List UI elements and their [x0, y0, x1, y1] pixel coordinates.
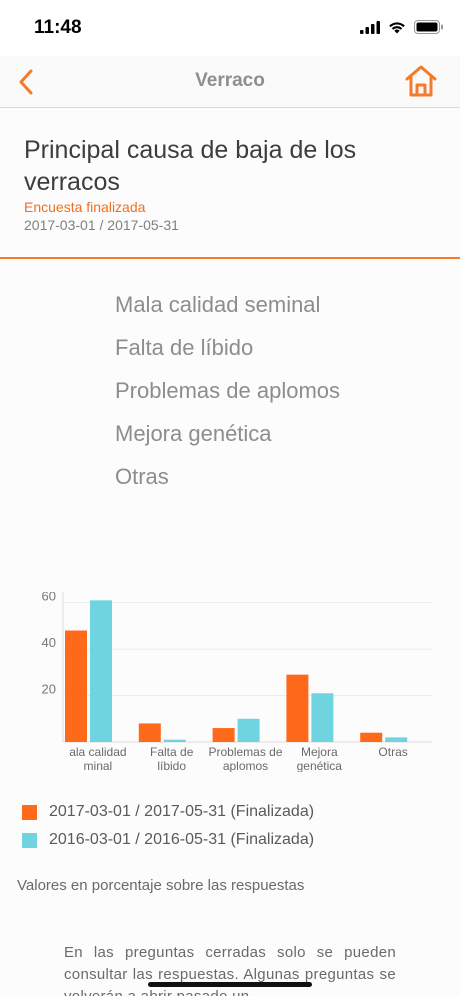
chart-bar: [360, 732, 383, 742]
chart-bar: [385, 737, 408, 742]
x-tick-label: Mejora: [301, 745, 338, 759]
chart-bar: [163, 739, 186, 742]
home-button[interactable]: [400, 60, 442, 102]
info-text: En las preguntas cerradas solo se pueden…: [64, 944, 396, 996]
chart-bar: [90, 600, 112, 742]
bar-chart: 20 40 60 ala calidad minal Falta de líbido Prob…: [0, 589, 460, 773]
status-bar: 11:48: [0, 0, 460, 56]
date-range: 2017-03-01 / 2017-05-31: [24, 217, 179, 233]
legend-label: 2016-03-01 / 2016-05-31 (Finalizada): [49, 831, 315, 848]
x-tick-label: genética: [297, 759, 343, 772]
option-item: Problemas de aplomos: [115, 378, 341, 403]
chart-bar: [138, 723, 161, 742]
home-indicator[interactable]: [148, 982, 312, 987]
option-item: Otras: [115, 464, 169, 489]
legend-item: 2017-03-01 / 2017-05-31 (Finalizada): [22, 798, 314, 826]
nav-bar: Verraco: [0, 56, 460, 108]
x-tick-label: minal: [84, 759, 113, 772]
chart-bar: [212, 728, 235, 742]
y-tick-label: 40: [42, 635, 56, 650]
chart-legend: 2017-03-01 / 2017-05-31 (Finalizada) 201…: [22, 798, 314, 854]
chart-footnote: Valores en porcentaje sobre las respuest…: [17, 877, 305, 894]
chart-bar: [286, 674, 309, 742]
answer-options: Mala calidad seminal Falta de líbido Pro…: [115, 289, 340, 504]
back-button[interactable]: [8, 64, 44, 100]
x-tick-label: aplomos: [223, 759, 268, 772]
legend-swatch: [22, 804, 37, 820]
home-icon: [405, 65, 437, 97]
option-item: Falta de líbido: [115, 335, 254, 360]
header-divider: [0, 257, 460, 259]
survey-status: Encuesta finalizada: [24, 199, 146, 215]
chart-bar: [65, 630, 87, 742]
status-icons: [360, 20, 444, 34]
x-tick-label: Otras: [378, 745, 407, 759]
nav-title: Verraco: [195, 70, 265, 91]
x-tick-label: ala calidad: [69, 745, 126, 759]
option-item: Mejora genética: [115, 421, 272, 446]
legend-label: 2017-03-01 / 2017-05-31 (Finalizada): [49, 803, 315, 820]
legend-item: 2016-03-01 / 2016-05-31 (Finalizada): [22, 826, 314, 854]
x-tick-label: Falta de: [150, 745, 194, 759]
chart-bar: [237, 718, 260, 742]
wifi-icon: [389, 21, 405, 33]
status-time: 11:48: [34, 17, 82, 38]
legend-swatch: [22, 832, 37, 848]
y-tick-label: 60: [42, 592, 56, 604]
x-tick-label: Problemas de: [208, 745, 282, 759]
x-tick-label: líbido: [157, 759, 186, 772]
cellular-signal-icon: [360, 20, 380, 34]
chevron-left-icon: [19, 69, 33, 95]
page-title: Principal causa de baja de los verracos: [24, 136, 357, 196]
option-item: Mala calidad seminal: [115, 292, 321, 317]
battery-icon: [414, 20, 443, 34]
chart-bar: [311, 693, 334, 742]
survey-header: Principal causa de baja de los verracos …: [24, 134, 434, 234]
y-tick-label: 20: [42, 682, 56, 697]
